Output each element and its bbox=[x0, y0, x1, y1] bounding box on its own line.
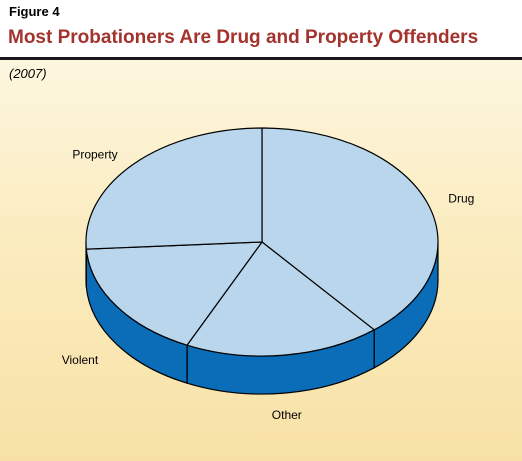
pie-slice-violent bbox=[85, 241, 263, 346]
title-divider bbox=[0, 57, 522, 60]
label-property: Property bbox=[72, 147, 117, 161]
pie-slice-other bbox=[186, 241, 375, 357]
pie-slice-drug bbox=[261, 127, 439, 331]
label-drug: Drug bbox=[448, 192, 474, 206]
label-violent: Violent bbox=[62, 353, 99, 367]
chart-title: Most Probationers Are Drug and Property … bbox=[8, 27, 479, 48]
label-other: Other bbox=[272, 408, 302, 422]
figure-label: Figure 4 bbox=[9, 4, 60, 19]
pie-slices bbox=[85, 127, 439, 357]
pie-labels: Drug Other Violent Property bbox=[62, 147, 475, 422]
chart-subtitle: (2007) bbox=[9, 66, 47, 81]
pie-slice-property bbox=[85, 127, 263, 250]
